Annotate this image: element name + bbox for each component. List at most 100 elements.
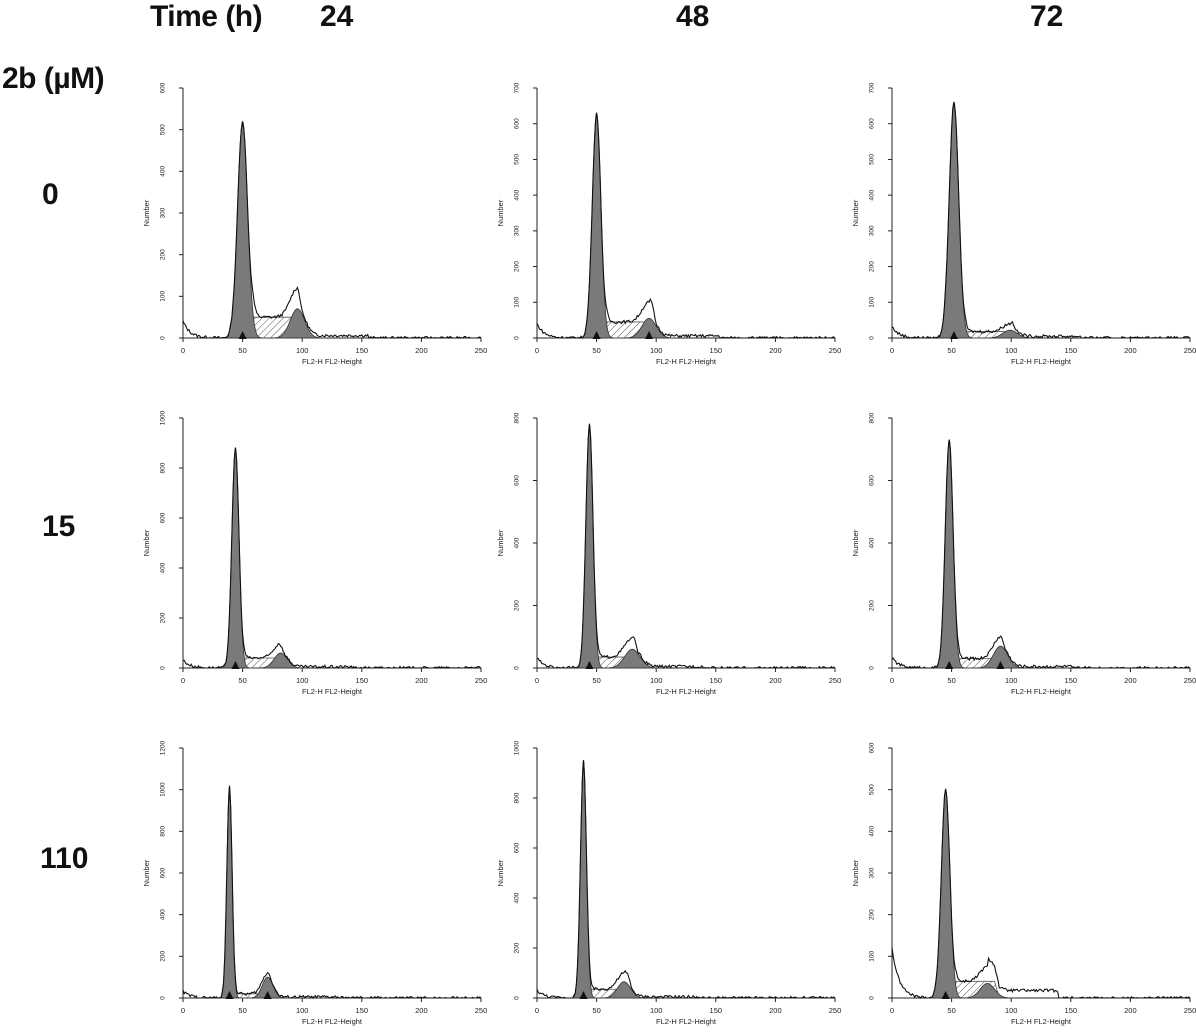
peak-marker bbox=[263, 991, 272, 999]
x-tick-label: 200 bbox=[415, 676, 428, 685]
x-tick-label: 0 bbox=[535, 676, 539, 685]
y-tick-label: 200 bbox=[514, 261, 521, 272]
y-axis-label: Number bbox=[142, 859, 151, 886]
x-tick-label: 0 bbox=[181, 1006, 185, 1015]
y-tick-label: 200 bbox=[160, 612, 167, 623]
y-tick-label: 700 bbox=[514, 82, 521, 93]
time-axis-header: Time (h) bbox=[150, 0, 263, 33]
x-tick-label: 250 bbox=[475, 1006, 488, 1015]
g2-peak bbox=[600, 648, 664, 669]
x-tick-label: 250 bbox=[829, 1006, 842, 1015]
y-tick-label: 200 bbox=[514, 600, 521, 611]
plot-15-72: 0 200 400 600 800 0 50 100 150 200 250 FL2-H FL2-He… bbox=[851, 412, 1196, 696]
y-tick-label: 300 bbox=[869, 225, 876, 236]
y-tick-label: 800 bbox=[514, 792, 521, 803]
y-tick-label: 800 bbox=[869, 412, 876, 423]
g1-peak bbox=[571, 760, 596, 999]
y-tick-label: 100 bbox=[160, 291, 167, 302]
x-tick-label: 250 bbox=[475, 346, 488, 355]
y-tick-label: 200 bbox=[869, 909, 876, 920]
x-tick-label: 50 bbox=[592, 346, 600, 355]
x-axis-label: FL2-H FL2-Height bbox=[1011, 357, 1072, 366]
y-tick-label: 0 bbox=[514, 666, 521, 670]
y-tick-label: 0 bbox=[514, 996, 521, 1000]
g1-peak bbox=[933, 439, 965, 669]
y-tick-label: 400 bbox=[869, 189, 876, 200]
y-axis-label: Number bbox=[851, 199, 860, 226]
y-tick-label: 600 bbox=[514, 475, 521, 486]
y-tick-label: 400 bbox=[160, 562, 167, 573]
x-tick-label: 50 bbox=[592, 1006, 600, 1015]
y-axis-label: Number bbox=[496, 529, 505, 556]
y-tick-label: 1000 bbox=[160, 782, 167, 797]
x-tick-label: 50 bbox=[947, 676, 955, 685]
x-tick-label: 0 bbox=[535, 346, 539, 355]
x-tick-label: 100 bbox=[650, 676, 663, 685]
histogram-outline bbox=[891, 788, 1191, 999]
y-tick-label: 1200 bbox=[160, 740, 167, 755]
x-axis-label: FL2-H FL2-Height bbox=[656, 687, 717, 696]
y-tick-label: 600 bbox=[160, 867, 167, 878]
histogram-outline bbox=[536, 423, 836, 670]
y-tick-label: 400 bbox=[869, 826, 876, 837]
x-tick-label: 100 bbox=[1005, 676, 1018, 685]
x-tick-label: 0 bbox=[535, 1006, 539, 1015]
concentration-label-0: 0 bbox=[42, 178, 59, 211]
x-tick-label: 200 bbox=[1124, 676, 1137, 685]
y-tick-label: 400 bbox=[514, 189, 521, 200]
y-tick-label: 700 bbox=[869, 82, 876, 93]
g1-peak bbox=[218, 785, 240, 999]
peak-marker bbox=[949, 331, 958, 339]
x-tick-label: 0 bbox=[890, 1006, 894, 1015]
x-tick-label: 0 bbox=[181, 346, 185, 355]
x-tick-label: 150 bbox=[356, 346, 369, 355]
plot-0-72: 0 100 200 300 400 500 600 700 0 50 100 150 200 250 FL2… bbox=[851, 82, 1196, 366]
y-tick-label: 600 bbox=[160, 82, 167, 93]
x-tick-label: 50 bbox=[592, 676, 600, 685]
x-axis-label: FL2-H FL2-Height bbox=[1011, 1017, 1072, 1026]
y-tick-label: 400 bbox=[869, 537, 876, 548]
time-label-72: 72 bbox=[1030, 0, 1064, 33]
y-tick-label: 800 bbox=[160, 462, 167, 473]
y-axis-label: Number bbox=[496, 859, 505, 886]
x-axis-label: FL2-H FL2-Height bbox=[302, 1017, 363, 1026]
y-tick-label: 500 bbox=[160, 124, 167, 135]
x-tick-label: 250 bbox=[475, 676, 488, 685]
g1-peak bbox=[934, 101, 974, 339]
x-tick-label: 0 bbox=[181, 676, 185, 685]
y-tick-label: 300 bbox=[160, 207, 167, 218]
plot-110-48: 0 200 400 600 800 1000 0 50 100 150 200 250 FL2-H FL… bbox=[496, 740, 841, 1026]
g2-peak bbox=[597, 981, 651, 999]
x-axis-label: FL2-H FL2-Height bbox=[656, 1017, 717, 1026]
x-tick-label: 50 bbox=[238, 676, 246, 685]
x-tick-label: 50 bbox=[238, 346, 246, 355]
y-tick-label: 600 bbox=[514, 118, 521, 129]
y-tick-label: 0 bbox=[160, 336, 167, 340]
g2-peak bbox=[254, 652, 307, 669]
g2-peak bbox=[268, 308, 327, 339]
g1-peak bbox=[222, 120, 263, 339]
y-tick-label: 0 bbox=[869, 666, 876, 670]
x-tick-label: 200 bbox=[415, 346, 428, 355]
g2-peak bbox=[958, 983, 1016, 999]
x-tick-label: 150 bbox=[1065, 346, 1078, 355]
y-tick-label: 200 bbox=[160, 951, 167, 962]
histogram-outline bbox=[891, 439, 1191, 669]
y-tick-label: 400 bbox=[160, 166, 167, 177]
x-tick-label: 150 bbox=[710, 676, 723, 685]
x-tick-label: 250 bbox=[1184, 676, 1196, 685]
g2-peak bbox=[620, 317, 678, 339]
plot-0-24: 0 100 200 300 400 500 600 0 50 100 150 200 250 FL2-H … bbox=[142, 82, 487, 366]
histogram-outline bbox=[182, 786, 482, 1000]
x-tick-label: 50 bbox=[947, 1006, 955, 1015]
y-tick-label: 600 bbox=[514, 842, 521, 853]
peak-marker bbox=[225, 991, 234, 999]
time-label-48: 48 bbox=[676, 0, 710, 33]
y-axis-label: Number bbox=[142, 529, 151, 556]
g1-peak bbox=[579, 112, 614, 339]
y-tick-label: 500 bbox=[869, 154, 876, 165]
y-tick-label: 500 bbox=[514, 154, 521, 165]
y-axis-label: Number bbox=[851, 529, 860, 556]
y-tick-label: 800 bbox=[160, 826, 167, 837]
concentration-axis-header: 2b (µM) bbox=[2, 62, 105, 95]
